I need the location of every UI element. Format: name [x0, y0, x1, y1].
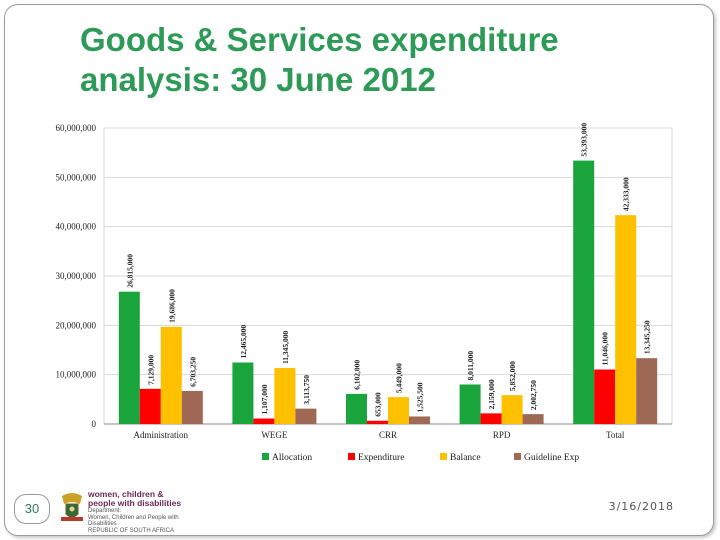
data-label: 1,525,500	[416, 382, 425, 412]
logo-dept-line: REPUBLIC OF SOUTH AFRICA	[88, 527, 175, 534]
logo-name-line: people with disabilities	[88, 498, 182, 508]
data-label: 2,002,750	[529, 380, 538, 410]
legend-swatch	[440, 453, 447, 460]
data-label: 12,465,000	[239, 325, 248, 359]
logo-dept-line: Women, Children and People with Disabili…	[88, 514, 179, 528]
bar	[594, 369, 616, 424]
data-label: 6,102,000	[353, 360, 362, 390]
data-label: 13,345,250	[643, 320, 652, 354]
data-label: 5,449,000	[395, 363, 404, 393]
bar	[522, 414, 544, 424]
data-label: 26,815,000	[125, 254, 134, 288]
slide-title: Goods & Services expenditure analysis: 3…	[80, 21, 559, 98]
legend-label: Guideline Exp	[524, 453, 579, 463]
y-tick-label: 10,000,000	[56, 370, 97, 380]
data-label: 2,159,000	[487, 379, 496, 409]
x-tick-label: CRR	[379, 430, 397, 440]
data-label: 42,333,000	[622, 177, 631, 211]
bar	[253, 418, 275, 424]
y-tick-label: 0	[92, 419, 97, 429]
bar	[118, 291, 140, 424]
coat-of-arms-icon	[61, 493, 83, 521]
x-tick-label: Administration	[134, 430, 189, 440]
bar	[367, 420, 388, 424]
legend-swatch	[514, 453, 521, 460]
bar	[615, 215, 637, 424]
data-label: 6,703,250	[188, 357, 197, 387]
data-label: 3,113,750	[302, 375, 311, 405]
bar	[501, 395, 523, 424]
data-label: 1,107,000	[260, 384, 269, 414]
bar	[160, 326, 182, 424]
data-label: 53,393,000	[580, 123, 589, 157]
bar	[480, 413, 502, 424]
data-label: 11,345,000	[281, 330, 290, 364]
data-label: 19,686,000	[167, 289, 176, 323]
bar	[295, 408, 317, 424]
legend-swatch	[348, 453, 355, 460]
page-number: 30	[14, 494, 50, 524]
bar	[636, 358, 658, 424]
slide-date: 3/16/2018	[608, 500, 674, 513]
logo-name-line: women, children &	[88, 489, 164, 499]
logo-dept-line: Department:	[88, 508, 122, 514]
legend-label: Balance	[450, 453, 481, 463]
x-tick-label: RPD	[493, 430, 511, 440]
y-tick-label: 40,000,000	[56, 222, 97, 232]
data-label: 11,046,000	[601, 332, 610, 366]
legend-label: Expenditure	[358, 453, 404, 463]
data-label: 7,129,000	[146, 355, 155, 385]
y-tick-label: 30,000,000	[56, 271, 97, 281]
y-tick-label: 50,000,000	[56, 172, 97, 182]
bar	[409, 416, 430, 424]
data-label: 5,852,000	[508, 361, 517, 391]
bar	[181, 390, 203, 424]
bar	[346, 393, 367, 424]
bar	[274, 368, 296, 424]
y-tick-label: 20,000,000	[56, 320, 97, 330]
data-label: 8,011,000	[466, 351, 475, 381]
bar	[139, 388, 161, 424]
legend-label: Allocation	[272, 453, 312, 463]
bar	[459, 384, 481, 424]
department-logo: women, children & people with disabiliti…	[58, 490, 188, 534]
data-label: 653,000	[374, 392, 383, 417]
bar	[573, 160, 595, 424]
bar	[388, 397, 409, 424]
x-tick-label: Total	[606, 430, 625, 440]
slide-frame	[4, 4, 714, 536]
y-tick-label: 60,000,000	[56, 123, 97, 133]
legend-swatch	[262, 453, 269, 460]
bar	[232, 362, 254, 424]
x-tick-label: WEGE	[261, 430, 287, 440]
